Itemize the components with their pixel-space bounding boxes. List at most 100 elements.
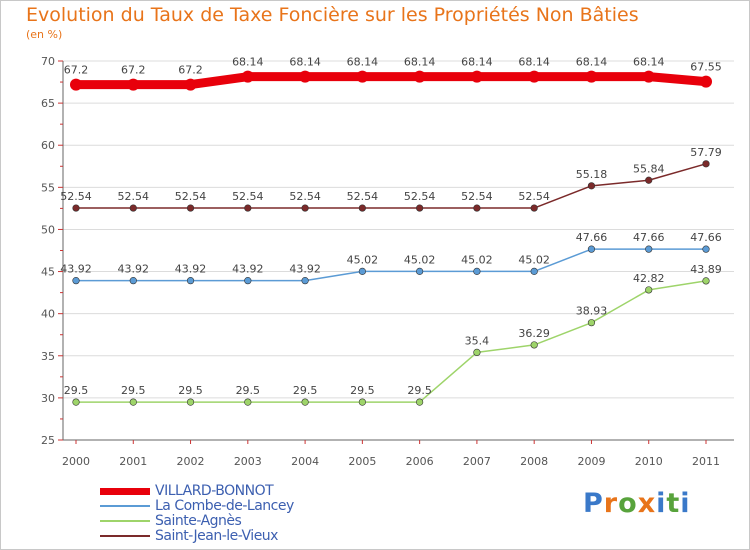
data-label: 29.5 (121, 384, 146, 397)
data-point (127, 78, 140, 91)
data-label: 29.5 (350, 384, 375, 397)
x-tick-label: 2002 (177, 455, 205, 468)
data-label: 52.54 (347, 190, 379, 203)
data-point (530, 267, 538, 275)
legend-swatch-la-combe-de-lancey (100, 505, 150, 507)
data-label: 43.92 (175, 263, 207, 276)
series-line (71, 72, 711, 90)
legend-entry-saint-jean-le-vieux: Saint-Jean-le-Vieux (100, 528, 360, 544)
data-point (585, 70, 598, 83)
data-label: 38.93 (576, 305, 608, 318)
data-point (645, 245, 653, 253)
legend-label-la-combe-de-lancey: La Combe-de-Lancey (155, 498, 294, 514)
data-point (416, 204, 424, 212)
data-point (186, 277, 195, 285)
data-label: 29.5 (178, 384, 203, 397)
logo-letter: o (618, 488, 638, 519)
data-label: 67.2 (64, 64, 89, 77)
legend-label-villard-bonnot: VILLARD-BONNOT (155, 483, 274, 499)
y-tick-label: 70 (41, 55, 55, 68)
data-point (702, 160, 710, 168)
data-point (416, 267, 424, 275)
x-tick-label: 2004 (291, 455, 319, 468)
data-label: 52.54 (404, 190, 436, 203)
data-point (702, 245, 710, 253)
y-tick-label: 65 (41, 97, 55, 110)
data-point (528, 70, 541, 83)
legend-entry-villard-bonnot: VILLARD-BONNOT (100, 483, 360, 499)
data-point (473, 204, 481, 212)
data-point (129, 277, 137, 285)
y-tick-label: 35 (41, 350, 55, 363)
series-line (75, 248, 707, 282)
line-chart-plot: 25 30 35 40 45 50 55 60 65 70 2000 2001 2002 2003 2004… (41, 55, 734, 468)
logo-letter: i (680, 488, 691, 519)
data-point (473, 348, 481, 357)
data-label: 67.2 (178, 64, 203, 77)
data-label: 45.02 (461, 253, 493, 266)
data-point (301, 277, 309, 285)
x-tick-label: 2006 (406, 455, 434, 468)
logo-letter: x (637, 488, 657, 519)
data-label: 67.55 (690, 61, 722, 74)
data-point (244, 277, 252, 285)
data-label: 45.02 (404, 253, 436, 266)
x-tick-label: 2009 (577, 455, 605, 468)
data-label: 36.29 (518, 327, 550, 340)
data-label: 43.89 (690, 263, 722, 276)
data-label: 45.02 (347, 253, 379, 266)
data-point (299, 70, 312, 83)
data-label: 42.82 (633, 272, 665, 285)
data-point (358, 204, 366, 212)
data-label: 68.14 (289, 56, 321, 69)
data-point (356, 70, 369, 83)
x-tick-label: 2001 (119, 455, 147, 468)
data-point (70, 78, 82, 91)
data-point (72, 398, 80, 406)
data-point (358, 267, 366, 275)
data-point (473, 267, 481, 275)
logo-letter: P (583, 488, 604, 519)
y-tick-label: 55 (41, 181, 55, 194)
data-point (470, 70, 483, 83)
data-label: 47.66 (690, 231, 722, 244)
data-label: 52.54 (232, 190, 264, 203)
x-tick-label: 2007 (463, 455, 491, 468)
data-label: 35.4 (465, 334, 490, 347)
data-point (72, 277, 80, 285)
y-tick-label: 30 (41, 392, 55, 405)
data-point (301, 204, 309, 212)
legend-label-saint-jean-le-vieux: Saint-Jean-le-Vieux (155, 528, 278, 544)
data-point (642, 70, 655, 83)
y-tick-label: 60 (41, 139, 55, 152)
y-tick-label: 45 (41, 266, 55, 279)
data-label: 68.14 (576, 56, 608, 69)
data-label: 55.84 (633, 162, 665, 175)
data-label: 43.92 (118, 263, 150, 276)
data-point (186, 398, 195, 406)
y-tick-label: 50 (41, 223, 55, 236)
data-point (700, 75, 712, 88)
legend-swatch-villard-bonnot (100, 488, 150, 495)
y-tick-label: 40 (41, 308, 55, 321)
data-point (301, 398, 309, 406)
legend-label-sainte-agnes: Sainte-Agnès (155, 513, 242, 529)
data-point (702, 277, 710, 285)
data-point (129, 398, 137, 406)
data-point (244, 398, 252, 406)
legend-swatch-saint-jean-le-vieux (100, 535, 150, 537)
data-point (645, 176, 653, 184)
data-label: 43.92 (289, 263, 321, 276)
data-label: 68.14 (404, 56, 436, 69)
legend-entry-la-combe-de-lancey: La Combe-de-Lancey (100, 498, 360, 514)
logo-letter: i (656, 488, 667, 519)
x-tick-label: 2008 (520, 455, 548, 468)
data-label: 68.14 (347, 56, 379, 69)
data-point (241, 70, 254, 83)
data-label: 45.02 (518, 253, 550, 266)
data-label: 68.14 (232, 56, 264, 69)
data-label: 52.54 (461, 190, 493, 203)
data-label: 29.5 (293, 384, 318, 397)
data-point (186, 204, 195, 212)
